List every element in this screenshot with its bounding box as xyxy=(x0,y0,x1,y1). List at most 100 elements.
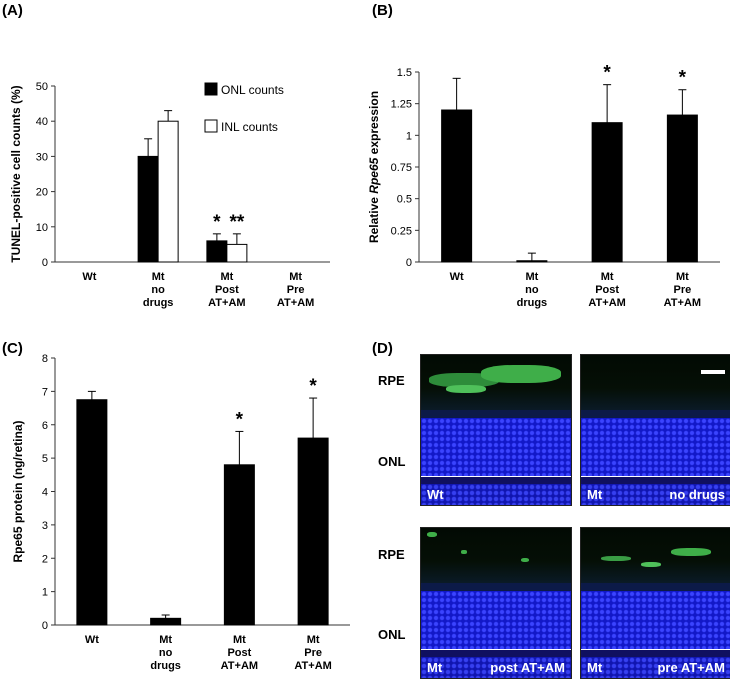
legend-label: INL counts xyxy=(221,120,278,134)
panel-label-d: (D) xyxy=(372,340,393,357)
micrograph-condition: post AT+AM xyxy=(490,660,565,675)
category-label: no xyxy=(159,647,173,659)
y-tick-label: 40 xyxy=(36,116,48,128)
micrograph-mt-no-drugs: Mt no drugs xyxy=(580,354,730,506)
bar xyxy=(223,464,255,626)
bar xyxy=(516,260,548,263)
y-tick-label: 50 xyxy=(36,81,48,93)
bar xyxy=(206,240,228,263)
category-label: Mt xyxy=(601,271,614,283)
category-label: AT+AM xyxy=(221,660,258,672)
bar xyxy=(150,617,182,626)
category-label: Post xyxy=(227,647,251,659)
category-label: Pre xyxy=(304,647,322,659)
category-label: Wt xyxy=(450,271,464,283)
y-axis-label: TUNEL-positive cell counts (%) xyxy=(9,85,23,262)
row-label-onl-2: ONL xyxy=(378,627,406,642)
panel-label-a: (A) xyxy=(2,2,23,19)
y-tick-label: 1.25 xyxy=(391,99,412,111)
y-tick-label: 4 xyxy=(42,487,48,499)
panel-label-b: (B) xyxy=(372,2,393,19)
bar xyxy=(76,399,108,626)
bar xyxy=(157,120,179,263)
y-tick-label: 30 xyxy=(36,151,48,163)
category-label: AT+AM xyxy=(664,297,701,309)
chart-a-tunel: 0 10 20 30 40 50 TUNEL-positive cell counts (%… xyxy=(9,81,330,309)
category-label: AT+AM xyxy=(277,297,314,309)
micrograph-label: Mt xyxy=(587,487,603,502)
micrograph-mt-post: Mt post AT+AM xyxy=(420,527,572,679)
chart-b-rpe65-expression: 0 0.25 0.5 0.75 1 1.25 1.5 Relative Rpe65 expre… xyxy=(367,63,720,309)
y-tick-label: 5 xyxy=(42,453,48,465)
category-label: Wt xyxy=(85,634,99,646)
panel-label-c: (C) xyxy=(2,340,23,357)
bar xyxy=(297,437,329,626)
bar xyxy=(666,114,698,263)
category-label: drugs xyxy=(143,297,174,309)
category-label: Pre xyxy=(287,284,305,296)
category-label: AT+AM xyxy=(208,297,245,309)
category-label: Pre xyxy=(674,284,692,296)
y-tick-label: 0 xyxy=(42,620,48,632)
bar xyxy=(137,155,159,263)
significance-marker: * xyxy=(679,68,687,89)
category-label: Mt xyxy=(159,634,172,646)
category-label: Post xyxy=(595,284,619,296)
legend-swatch xyxy=(204,82,218,96)
row-label-rpe: RPE xyxy=(378,373,405,388)
y-tick-label: 0.25 xyxy=(391,225,412,237)
y-tick-label: 8 xyxy=(42,353,48,365)
category-label: Mt xyxy=(233,634,246,646)
significance-marker: * xyxy=(309,376,317,397)
micrograph-label: Wt xyxy=(427,487,444,502)
bar xyxy=(226,243,248,263)
significance-marker: * xyxy=(603,63,611,84)
y-tick-label: 0 xyxy=(42,257,48,269)
category-label: drugs xyxy=(517,297,548,309)
scale-bar xyxy=(701,370,725,374)
category-label: Wt xyxy=(82,271,96,283)
y-tick-label: 0 xyxy=(406,257,412,269)
category-label: AT+AM xyxy=(294,660,331,672)
category-label: no xyxy=(151,284,165,296)
legend-swatch xyxy=(204,119,218,133)
micrograph-condition: no drugs xyxy=(669,487,725,502)
legend-label: ONL counts xyxy=(221,83,284,97)
micrograph-label: Mt xyxy=(427,660,443,675)
category-label: Mt xyxy=(289,271,302,283)
micrograph-label: Mt xyxy=(587,660,603,675)
y-tick-label: 3 xyxy=(42,520,48,532)
category-label: Mt xyxy=(152,271,165,283)
y-tick-label: 1.5 xyxy=(397,67,412,79)
y-tick-label: 2 xyxy=(42,553,48,565)
row-label-onl: ONL xyxy=(378,454,406,469)
y-tick-label: 20 xyxy=(36,187,48,199)
y-tick-label: 7 xyxy=(42,386,48,398)
significance-marker: * xyxy=(213,212,221,233)
category-label: drugs xyxy=(150,660,181,672)
y-tick-label: 1 xyxy=(42,587,48,599)
bar xyxy=(441,109,473,263)
y-tick-label: 1 xyxy=(406,130,412,142)
y-tick-label: 10 xyxy=(36,222,48,234)
micrograph-mt-pre: Mt pre AT+AM xyxy=(580,527,730,679)
y-axis-label: Relative Rpe65 expression xyxy=(367,91,381,243)
category-label: Post xyxy=(215,284,239,296)
y-tick-label: 6 xyxy=(42,420,48,432)
category-label: Mt xyxy=(525,271,538,283)
y-axis-label: Rpe65 protein (ng/retina) xyxy=(11,420,25,562)
category-label: Mt xyxy=(307,634,320,646)
y-tick-label: 0.5 xyxy=(397,194,412,206)
y-tick-label: 0.75 xyxy=(391,162,412,174)
significance-marker: * xyxy=(236,409,244,430)
category-label: AT+AM xyxy=(588,297,625,309)
micrograph-condition: pre AT+AM xyxy=(657,660,725,675)
category-label: Mt xyxy=(676,271,689,283)
category-label: no xyxy=(525,284,539,296)
micrograph-wt: Wt xyxy=(420,354,572,506)
bar xyxy=(591,122,623,263)
category-label: Mt xyxy=(220,271,233,283)
row-label-rpe-2: RPE xyxy=(378,547,405,562)
significance-marker: ** xyxy=(229,212,244,233)
